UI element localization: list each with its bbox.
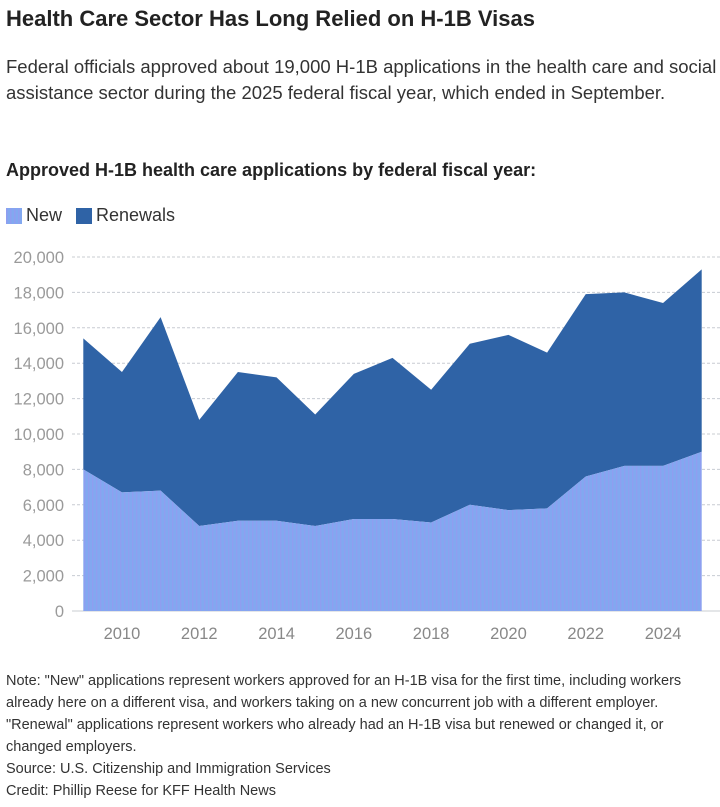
y-tick-label: 14,000 [14, 355, 64, 373]
x-tick-label: 2016 [335, 625, 372, 643]
y-tick-label: 20,000 [14, 249, 64, 267]
y-tick-label: 2,000 [23, 568, 64, 586]
legend-item-new: New [6, 205, 62, 226]
credit-text: Credit: Phillip Reese for KFF Health New… [6, 783, 276, 799]
area-renewals [83, 269, 702, 527]
y-tick-label: 12,000 [14, 391, 64, 409]
legend-item-renewals: Renewals [76, 205, 175, 226]
chart-heading: Approved H-1B health care applications b… [6, 160, 537, 180]
legend-swatch-new [6, 207, 22, 224]
x-tick-label: 2020 [490, 625, 527, 643]
y-tick-label: 8,000 [23, 461, 64, 479]
note-text: Note: "New" applications represent worke… [6, 673, 682, 755]
chart-title: Health Care Sector Has Long Relied on H-… [6, 6, 535, 31]
area-new [83, 451, 702, 611]
notes: Note: "New" applications represent worke… [6, 670, 716, 802]
y-tick-label: 10,000 [14, 426, 64, 444]
y-tick-label: 6,000 [23, 497, 64, 515]
y-tick-label: 18,000 [14, 284, 64, 302]
x-tick-label: 2018 [413, 625, 450, 643]
source-text: Source: U.S. Citizenship and Immigration… [6, 761, 331, 777]
x-tick-label: 2010 [104, 625, 141, 643]
legend: New Renewals [6, 205, 175, 226]
y-tick-label: 4,000 [23, 532, 64, 550]
x-tick-label: 2014 [258, 625, 295, 643]
x-tick-label: 2024 [645, 625, 682, 643]
x-tick-label: 2022 [567, 625, 604, 643]
y-tick-label: 0 [55, 603, 64, 621]
chart-subtitle: Federal officials approved about 19,000 … [6, 56, 717, 103]
legend-label-new: New [26, 205, 63, 225]
legend-swatch-renewals [76, 207, 93, 224]
legend-label-renewals: Renewals [96, 205, 176, 225]
x-tick-label: 2012 [181, 625, 218, 643]
area-chart: 0 2,000 4,000 6,000 8,000 10,000 12,000 14,000 1… [14, 249, 720, 643]
y-tick-label: 16,000 [14, 320, 64, 338]
